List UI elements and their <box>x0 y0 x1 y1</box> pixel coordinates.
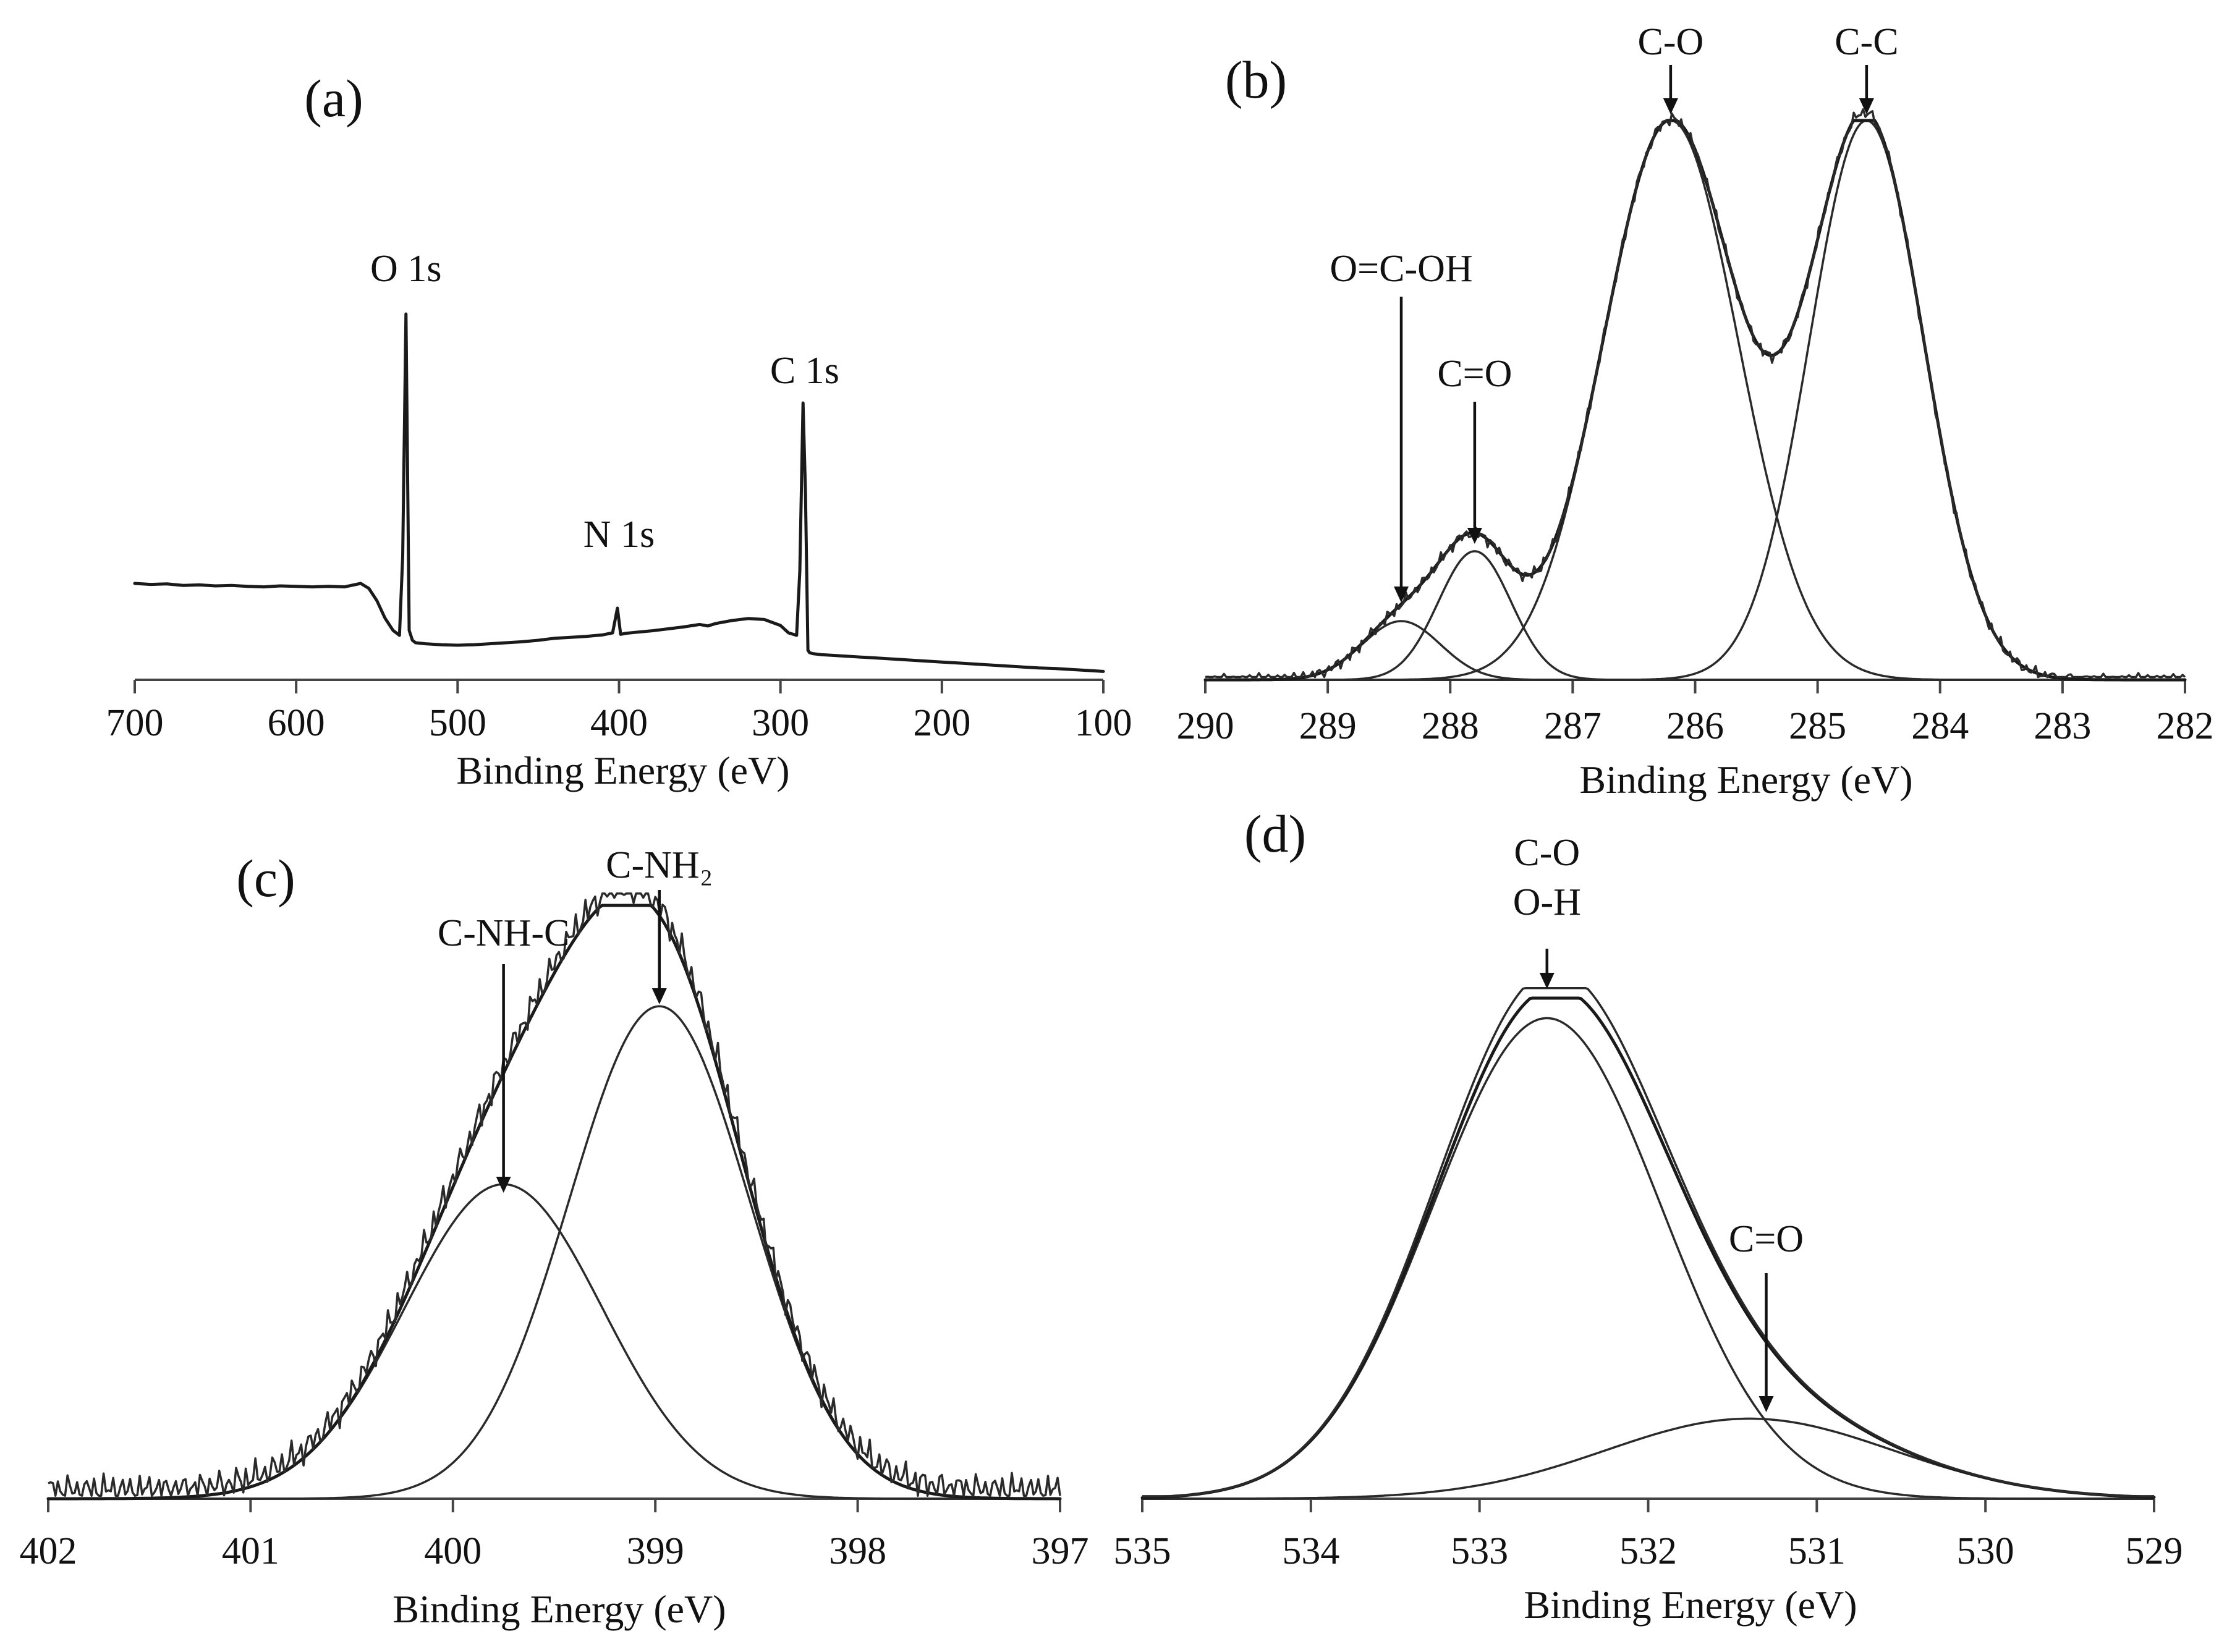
peak-label: C-O <box>1514 832 1580 874</box>
x-tick-label: 398 <box>829 1530 886 1572</box>
peak-label: C 1s <box>770 350 839 392</box>
fit-envelope-line <box>1203 119 2187 682</box>
x-tick-label: 400 <box>424 1530 482 1572</box>
x-tick-label: 286 <box>1666 705 1724 747</box>
panel-b-c1s: (b) 290 289 288 287 286 285 284 283 282 O=C-OH C=O… <box>1177 21 2214 802</box>
panel-d-letter: (d) <box>1244 804 1306 863</box>
peak-label: O-H <box>1513 881 1581 923</box>
x-tick-label: 529 <box>2126 1530 2183 1572</box>
component-peak-c-o <box>1205 119 2185 681</box>
component-peak-c-nh- <box>48 1005 1060 1500</box>
x-tick-label: 282 <box>2157 705 2214 747</box>
x-tick-label: 535 <box>1114 1530 1171 1572</box>
x-tick-label: 531 <box>1788 1530 1846 1572</box>
peak-label: O 1s <box>370 248 441 290</box>
peak-arrow-head <box>1394 587 1409 603</box>
x-tick-label: 534 <box>1282 1530 1339 1572</box>
fit-envelope-line <box>46 904 1062 1501</box>
x-tick-label: 200 <box>913 702 970 744</box>
x-tick-label: 500 <box>429 702 486 744</box>
panel-a-x-axis-title: Binding Energy (eV) <box>456 748 789 792</box>
x-tick-label: 300 <box>752 702 809 744</box>
peak-label: C=O <box>1729 1218 1804 1260</box>
panel-d-o1s: (d) 535 534 533 532 531 530 529 C-O O-H C=O Bindi… <box>1114 804 2183 1627</box>
panel-c-letter: (c) <box>236 849 295 908</box>
measured-spectrum-line <box>48 892 1061 1497</box>
peak-label: C-NH-C <box>438 912 570 954</box>
peak-label: C-C <box>1835 21 1898 63</box>
panel-d-plot-area: 535 534 533 532 531 530 529 C-O O-H C=O <box>1114 832 2183 1572</box>
peak-arrow-head <box>496 1177 511 1193</box>
panel-d-x-axis-title: Binding Energy (eV) <box>1524 1583 1857 1627</box>
panel-a-plot-area: 700 600 500 400 300 200 100 O 1s N 1s C 1s <box>106 248 1132 744</box>
x-tick-label: 600 <box>268 702 325 744</box>
x-tick-label: 288 <box>1422 705 1479 747</box>
x-tick-label: 532 <box>1619 1530 1677 1572</box>
x-tick-label: 530 <box>1957 1530 2014 1572</box>
survey-spectrum-line <box>133 312 1105 673</box>
peak-label: N 1s <box>583 514 655 556</box>
x-tick-label: 401 <box>222 1530 279 1572</box>
x-tick-label: 287 <box>1544 705 1602 747</box>
measured-spectrum-line <box>1205 108 2186 679</box>
x-tick-label: 533 <box>1451 1530 1508 1572</box>
x-tick-label: 100 <box>1075 702 1132 744</box>
component-peak-c-c <box>1205 119 2185 681</box>
x-tick-label: 700 <box>106 702 164 744</box>
x-tick-label: 283 <box>2034 705 2091 747</box>
peak-arrow-head <box>1859 98 1874 114</box>
panel-a-survey: (a) 700 600 500 400 300 200 100 O 1s N 1s C 1s Bi… <box>106 69 1132 792</box>
panel-c-x-axis-title: Binding Energy (eV) <box>392 1587 726 1631</box>
component-peak-c-o <box>1142 1417 2155 1500</box>
peak-arrow-head <box>1467 528 1482 544</box>
peak-label: C-NH₂ <box>606 844 713 886</box>
peak-label: O=C-OH <box>1330 248 1472 290</box>
fit-envelope-line <box>1140 996 2156 1499</box>
panel-a-letter: (a) <box>304 69 363 128</box>
peak-label: C-O <box>1637 21 1703 63</box>
x-tick-label: 402 <box>20 1530 77 1572</box>
panel-b-x-axis-title: Binding Energy (eV) <box>1579 758 1912 802</box>
peak-arrow-head <box>1663 98 1678 114</box>
component-peak-c-nh-c <box>48 1183 1060 1500</box>
peak-arrow-head <box>1758 1396 1774 1412</box>
panel-c-plot-area: 402 401 400 399 398 397 C-NH-C C-NH₂ <box>20 844 1089 1572</box>
panel-c-n1s: (c) 402 401 400 399 398 397 C-NH-C C-NH₂ Bindin… <box>20 844 1089 1631</box>
panel-b-plot-area: 290 289 288 287 286 285 284 283 282 O=C-OH C=O C-O C… <box>1177 21 2214 747</box>
component-peak-c-o-o-h <box>1142 1017 2154 1500</box>
peak-arrow-head <box>651 988 667 1004</box>
x-tick-label: 397 <box>1032 1530 1089 1572</box>
x-tick-label: 400 <box>590 702 648 744</box>
x-tick-label: 284 <box>1911 705 1969 747</box>
x-tick-label: 399 <box>627 1530 684 1572</box>
measured-spectrum-line <box>1142 987 2154 1497</box>
peak-arrow-head <box>1539 973 1555 989</box>
x-tick-label: 285 <box>1789 705 1846 747</box>
x-tick-label: 289 <box>1299 705 1357 747</box>
panel-b-letter: (b) <box>1225 50 1287 109</box>
x-tick-label: 290 <box>1177 705 1234 747</box>
peak-label: C=O <box>1437 353 1512 395</box>
component-peak-c-o <box>1205 550 2185 681</box>
